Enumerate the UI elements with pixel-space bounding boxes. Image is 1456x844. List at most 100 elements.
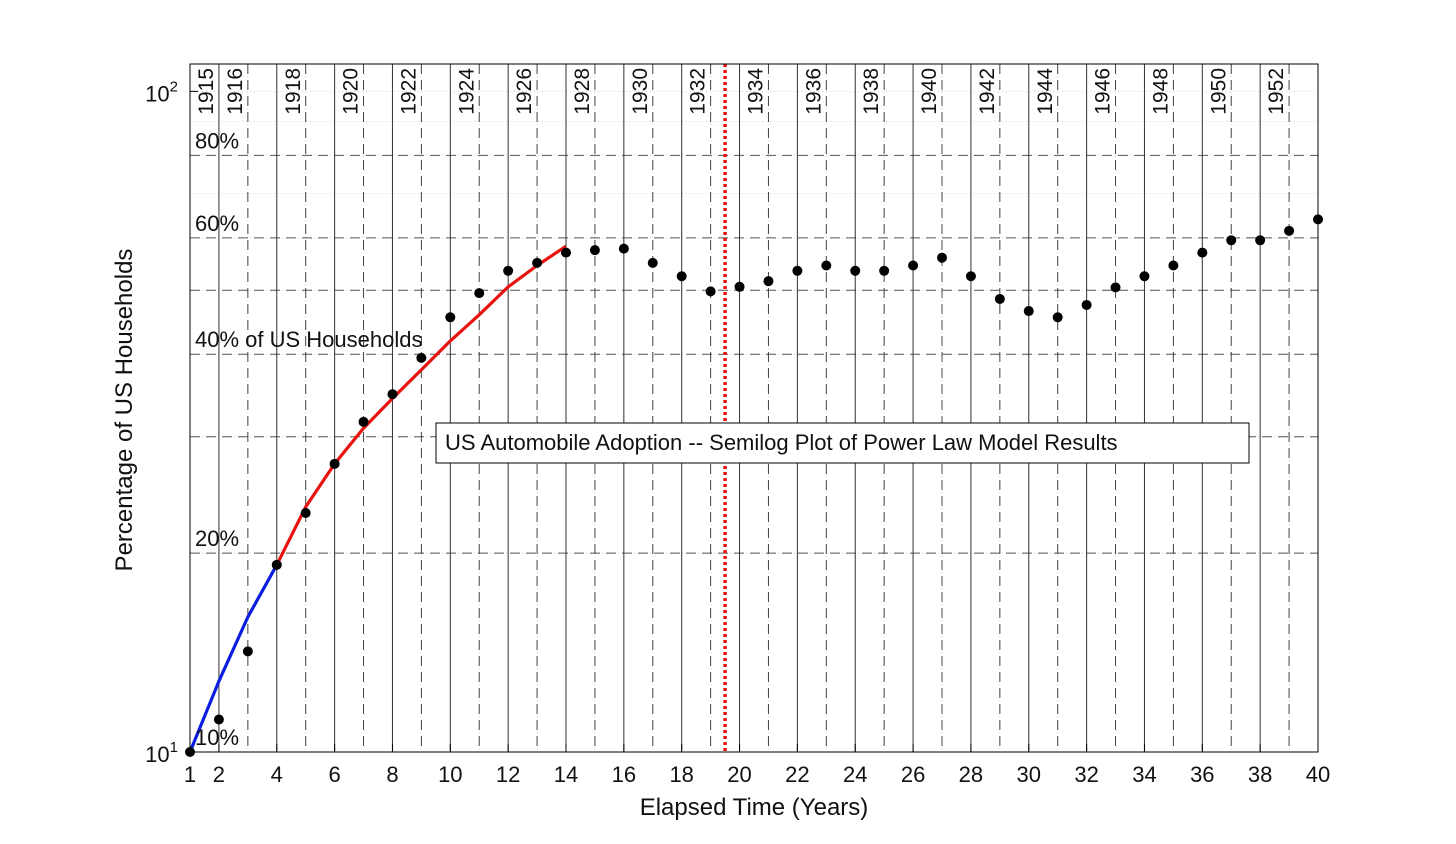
data-point	[242, 646, 253, 657]
data-point	[561, 247, 571, 258]
x-tick-label: 10	[438, 762, 462, 787]
percent-label: 40% of US Households	[195, 327, 422, 352]
data-point	[879, 265, 890, 276]
data-point	[792, 265, 803, 276]
model-curve-line	[275, 244, 567, 566]
year-label: 1946	[1092, 68, 1115, 115]
data-point	[358, 416, 369, 427]
x-tick-label: 18	[669, 762, 693, 787]
year-label: 1944	[1034, 68, 1057, 115]
x-tick-label: 2	[213, 762, 225, 787]
year-label: 1922	[397, 68, 420, 115]
data-point	[1110, 282, 1121, 293]
x-tick-label: 16	[612, 762, 636, 787]
percent-label: 80%	[195, 128, 239, 153]
data-point	[994, 293, 1005, 304]
data-point	[908, 260, 919, 271]
data-point	[474, 288, 485, 299]
x-tick-label: 40	[1306, 762, 1330, 787]
y-tick-label: 101	[145, 739, 178, 767]
data-points	[185, 214, 1323, 757]
percent-labels: 10% 20% 40% of US Households 60% 80%	[195, 128, 422, 750]
data-point	[965, 271, 976, 282]
x-tick-label: 24	[843, 762, 867, 787]
data-point	[589, 245, 600, 256]
year-label: 1930	[629, 68, 652, 115]
data-point	[705, 286, 716, 297]
data-point	[1284, 225, 1295, 236]
x-tick-label: 6	[328, 762, 340, 787]
year-label: 1938	[860, 68, 883, 115]
x-tick-label: 28	[959, 762, 983, 787]
year-label: 1924	[455, 68, 478, 115]
year-label: 1915	[195, 68, 218, 115]
data-point	[937, 252, 947, 263]
percent-label: 10%	[195, 725, 239, 750]
y-axis-ticks: 101 102	[145, 78, 198, 767]
data-point	[271, 559, 282, 570]
year-label: 1936	[802, 68, 825, 115]
y-tick-label: 102	[145, 78, 178, 106]
year-label: 1920	[340, 68, 363, 115]
data-point	[1052, 312, 1063, 323]
data-point	[300, 508, 311, 519]
x-tick-label: 30	[1017, 762, 1041, 787]
year-label: 1934	[745, 68, 768, 115]
data-point	[1023, 306, 1034, 317]
data-point	[676, 271, 687, 282]
data-point	[503, 265, 514, 276]
x-tick-label: 26	[901, 762, 925, 787]
plot-frame	[189, 63, 1319, 753]
chart-title: US Automobile Adoption -- Semilog Plot o…	[445, 430, 1118, 455]
data-point	[1168, 260, 1179, 271]
data-point	[763, 276, 774, 287]
x-tick-label: 14	[554, 762, 578, 787]
data-point	[416, 352, 427, 363]
year-label: 1918	[282, 68, 305, 115]
x-tick-label: 1	[184, 762, 196, 787]
year-label: 1952	[1265, 68, 1288, 115]
year-label: 1926	[513, 68, 536, 115]
data-point	[532, 257, 543, 268]
x-axis-ticks: 1 2 4 6 8 10 12 14 16 18 20 22 24 26 28 30 32 34 36 38 40	[184, 744, 1330, 787]
x-axis-label: Elapsed Time (Years)	[640, 794, 869, 821]
data-point	[647, 257, 658, 268]
data-point	[329, 458, 340, 469]
model-curves	[188, 244, 567, 753]
data-point	[1255, 235, 1266, 246]
x-tick-label: 4	[271, 762, 283, 787]
x-tick-label: 34	[1132, 762, 1156, 787]
model-curve-line	[188, 564, 279, 753]
x-tick-label: 32	[1074, 762, 1098, 787]
data-point	[445, 312, 456, 323]
year-label: 1932	[687, 68, 710, 115]
data-point	[1139, 271, 1150, 282]
year-labels: 1915 1916 1918 1920 1922 1924 1926 1928 1930 1932…	[195, 68, 1288, 115]
data-point	[213, 714, 224, 725]
year-label: 1916	[224, 68, 247, 115]
x-tick-label: 12	[496, 762, 520, 787]
data-point	[850, 265, 861, 276]
data-point	[1081, 299, 1092, 310]
chart-title-box: US Automobile Adoption -- Semilog Plot o…	[435, 422, 1250, 464]
data-point	[734, 281, 745, 292]
year-label: 1928	[571, 68, 594, 115]
percent-label: 60%	[195, 211, 239, 236]
year-label: 1940	[918, 68, 941, 115]
data-point	[821, 260, 832, 271]
year-label: 1942	[976, 68, 999, 115]
data-point	[1197, 247, 1208, 258]
data-point	[1226, 235, 1237, 246]
x-tick-label: 8	[386, 762, 398, 787]
x-tick-label: 38	[1248, 762, 1272, 787]
year-label: 1950	[1207, 68, 1230, 115]
x-tick-label: 22	[785, 762, 809, 787]
y-axis-label: Percentage of US Households	[111, 249, 138, 572]
year-label: 1948	[1149, 68, 1172, 115]
data-point	[618, 243, 629, 254]
x-tick-label: 36	[1190, 762, 1214, 787]
data-point	[387, 389, 398, 400]
percent-label: 20%	[195, 526, 239, 551]
x-tick-label: 20	[727, 762, 751, 787]
